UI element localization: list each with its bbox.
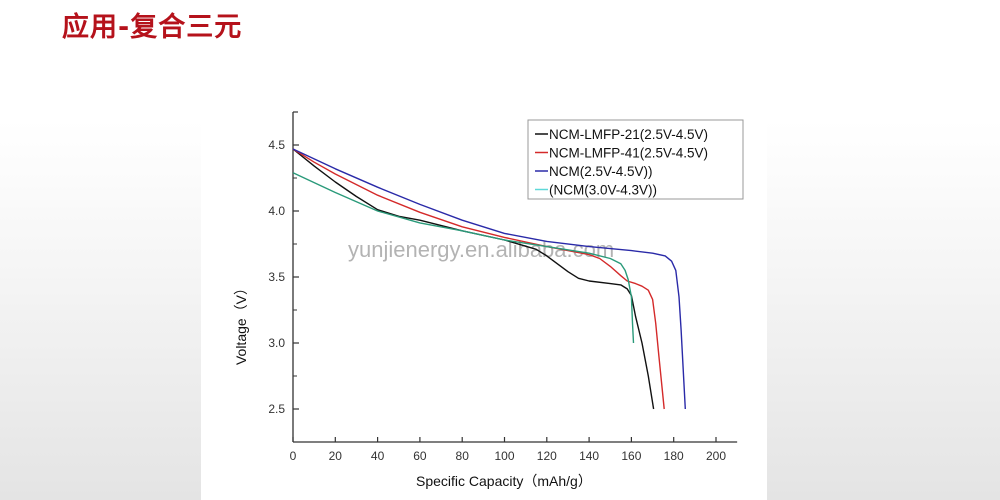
voltage-capacity-chart: 0 20 40 60 80 100 120 140 160 180 200 2.5 3.0 3.5 4.0 4… [233,111,744,489]
x-tick-label: 140 [579,449,599,463]
slide-title: 应用-复合三元 [62,12,243,43]
x-tick-label: 80 [456,449,470,463]
chart-panel: 0 20 40 60 80 100 120 140 160 180 200 2.5 3.0 3.5 4.0 4… [201,78,767,500]
x-tick-label: 0 [290,449,297,463]
chart-axes: 0 20 40 60 80 100 120 140 160 180 200 2.5 3.0 3.5 4.0 4… [268,111,738,463]
legend-entry: NCM-LMFP-21(2.5V-4.5V) [549,127,708,142]
y-tick-label: 3.5 [268,270,285,284]
x-tick-label: 40 [371,449,385,463]
y-tick-label: 4.0 [268,204,285,218]
y-tick-label: 4.5 [268,138,285,152]
watermark: yunjienergy.en.alibaba.com [348,237,614,262]
x-tick-label: 160 [621,449,641,463]
series-line [292,172,635,344]
legend-box [527,119,744,200]
y-tick-label: 2.5 [268,402,285,416]
series-line [292,148,655,410]
y-axis-title: Voltage（V） [233,281,249,365]
legend-entry: NCM-LMFP-41(2.5V-4.5V) [549,146,708,161]
chart-series-lines [292,148,686,410]
chart-legend: NCM-LMFP-21(2.5V-4.5V) NCM-LMFP-41(2.5V-4… [527,119,744,200]
y-tick-label: 3.0 [268,336,285,350]
series-line [292,148,686,410]
x-axis-title: Specific Capacity（mAh/g） [416,473,592,489]
x-tick-label: 100 [494,449,514,463]
x-tick-label: 20 [329,449,343,463]
x-tick-label: 180 [664,449,684,463]
x-tick-label: 200 [706,449,726,463]
legend-entry: NCM(2.5V-4.5V)) [549,164,653,179]
x-tick-label: 120 [537,449,557,463]
series-line [292,148,665,410]
x-tick-label: 60 [413,449,427,463]
legend-entry: (NCM(3.0V-4.3V)) [549,183,657,198]
